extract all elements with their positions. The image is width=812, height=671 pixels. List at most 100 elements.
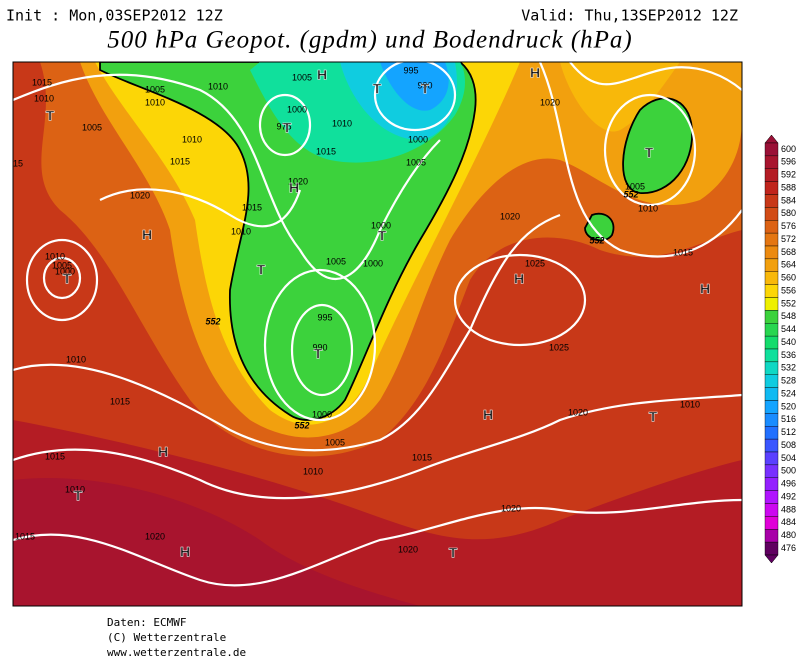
isobar xyxy=(258,93,312,157)
colorbar-swatch xyxy=(764,529,779,543)
isobar-label: 1005 xyxy=(52,260,72,270)
colorbar-label: 504 xyxy=(781,453,796,463)
pressure-system: T xyxy=(257,262,266,278)
isobar-label: 1010 xyxy=(34,93,54,103)
colorbar-label: 524 xyxy=(781,388,796,398)
colorbar-label: 496 xyxy=(781,479,796,489)
colorbar-swatch xyxy=(764,516,779,530)
colorbar-label: 596 xyxy=(781,157,796,167)
isobar-label: 1020 xyxy=(398,544,418,554)
isobar-label: 1020 xyxy=(540,97,560,107)
isobar-label: 1000 xyxy=(287,104,307,114)
colorbar-swatch xyxy=(764,220,779,234)
pressure-system: T xyxy=(378,228,387,244)
isobar-label: 1005 xyxy=(406,157,426,167)
colorbar-label: 540 xyxy=(781,337,796,347)
height-label: 552 xyxy=(623,189,638,199)
isobar-label: 1000 xyxy=(312,409,332,419)
pressure-system: H xyxy=(289,180,299,196)
height-label: 552 xyxy=(589,235,604,245)
isobar-label: 1015 xyxy=(316,146,336,156)
pressure-system: T xyxy=(373,81,382,97)
isobar-label: 1005 xyxy=(82,122,102,132)
isobar-label: 1010 xyxy=(303,466,323,476)
isobar xyxy=(290,303,354,397)
colorbar-label: 584 xyxy=(781,195,796,205)
isobar-label: 1020 xyxy=(130,190,150,200)
colorbar-label: 516 xyxy=(781,414,796,424)
colorbar-label: 528 xyxy=(781,376,796,386)
isobar-label: 1015 xyxy=(45,451,65,461)
colorbar-label: 532 xyxy=(781,363,796,373)
colorbar-swatch xyxy=(764,374,779,388)
colorbar-swatch xyxy=(764,335,779,350)
map-labels: 1015101010051005101010101005995990100097… xyxy=(13,64,710,561)
pressure-system: H xyxy=(483,407,493,423)
isobar xyxy=(538,62,742,258)
isobar-label: 1025 xyxy=(549,342,569,352)
colorbar-swatch xyxy=(764,541,779,556)
isobar-label: 1005 xyxy=(325,437,345,447)
colorbar-swatch xyxy=(764,387,779,401)
field-blue xyxy=(380,62,449,111)
colorbar-swatch xyxy=(764,464,779,478)
height-label: 552 xyxy=(205,316,220,326)
pressure-system: T xyxy=(421,81,430,97)
colorbar-label: 576 xyxy=(781,221,796,231)
map-title: 500 hPa Geopot. (gpdm) und Bodendruck (h… xyxy=(107,27,633,54)
colorbar-swatch xyxy=(764,361,779,375)
isobar xyxy=(42,256,82,300)
pressure-system: H xyxy=(158,444,168,460)
pressure-system: T xyxy=(74,488,83,504)
colorbar-swatch xyxy=(764,258,779,272)
pressure-system: T xyxy=(645,145,654,161)
footer-copyright: (C) Wetterzentrale xyxy=(107,631,226,644)
pressure-system: H xyxy=(317,67,327,83)
isobar-label: 1005 xyxy=(326,256,346,266)
isobar-label: 1025 xyxy=(525,258,545,268)
pressure-system: T xyxy=(314,346,323,362)
colorbar-label: 544 xyxy=(781,324,796,334)
colorbar-label: 512 xyxy=(781,427,796,437)
colorbar-swatch xyxy=(764,155,779,169)
field-hot xyxy=(13,478,420,606)
isobar-label: 1010 xyxy=(208,81,228,91)
isobar-label: 1010 xyxy=(145,97,165,107)
pressure-system: T xyxy=(649,409,658,425)
isobar xyxy=(99,188,302,228)
colorbar-label: 600 xyxy=(781,144,796,154)
isobar xyxy=(603,93,697,207)
isobar-label: 1000 xyxy=(371,220,391,230)
isobar-label: 975 xyxy=(276,121,291,131)
isobar-label: 1020 xyxy=(568,407,588,417)
colorbar-swatch xyxy=(764,477,779,491)
isobar-label: 1010 xyxy=(638,203,658,213)
colorbar-swatch xyxy=(764,271,779,285)
colorbar-label: 588 xyxy=(781,182,796,192)
colorbar-swatch xyxy=(764,142,779,157)
isobar-label: 1005 xyxy=(145,84,165,94)
colorbar-swatch xyxy=(764,413,779,427)
isobar-label: 1000 xyxy=(408,134,428,144)
ne-blob-552 xyxy=(584,212,615,242)
colorbar-swatch xyxy=(764,284,779,298)
isobar xyxy=(373,62,457,132)
colorbar-swatch xyxy=(764,323,779,337)
isobar-label: 1010 xyxy=(45,251,65,261)
colorbar-label: 580 xyxy=(781,208,796,218)
map-frame xyxy=(12,61,743,607)
colorbar-swatch xyxy=(764,451,779,466)
isobar-label: 1000 xyxy=(55,266,75,276)
colorbar-swatch xyxy=(764,400,779,414)
colorbar-label: 476 xyxy=(781,543,796,553)
colorbar-swatch xyxy=(764,490,779,504)
isobar-label: 1015 xyxy=(32,77,52,87)
isobar-label: 1010 xyxy=(66,354,86,364)
colorbar-label: 484 xyxy=(781,517,796,527)
colorbar-label: 536 xyxy=(781,350,796,360)
colorbar-swatch xyxy=(764,207,779,221)
isobar-label: 1010 xyxy=(65,484,85,494)
isobar-label: 1010 xyxy=(182,134,202,144)
footer-url: www.wetterzentrale.de xyxy=(107,646,246,659)
